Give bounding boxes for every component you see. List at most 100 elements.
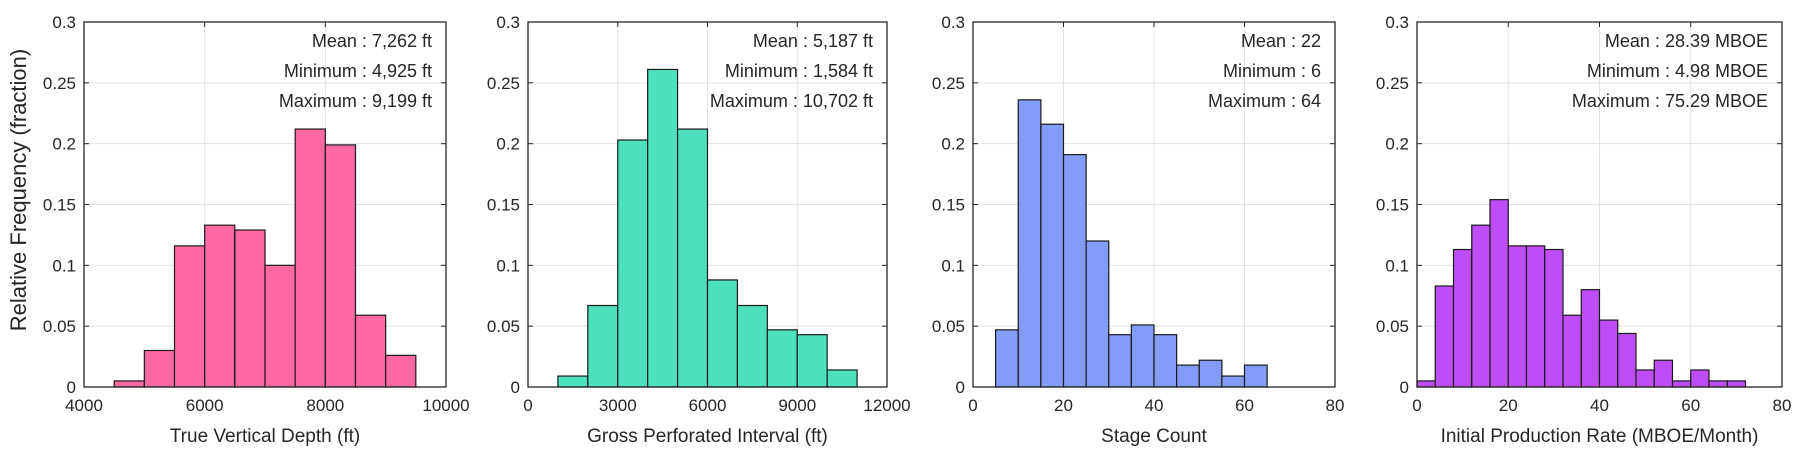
stats-value: 64 (1301, 91, 1321, 111)
stats-label: Mean : (1241, 31, 1301, 51)
y-tick-label: 0.2 (52, 135, 76, 154)
histogram-bar (1243, 364, 1268, 388)
histogram-bar (1085, 240, 1110, 388)
x-tick-label: 80 (1773, 396, 1792, 415)
stats-unit: ft (863, 91, 873, 111)
stats-unit: ft (863, 61, 873, 81)
stats-unit: ft (863, 31, 873, 51)
stats-line: Mean : 5,187 ft (753, 31, 873, 51)
stats-label: Minimum : (1223, 61, 1311, 81)
y-tick-label: 0 (1400, 378, 1409, 397)
stats-line: Minimum : 1,584 ft (725, 61, 873, 81)
stats-label: Maximum : (1208, 91, 1301, 111)
y-tick-label: 0.15 (932, 196, 965, 215)
x-tick-label: 80 (1326, 396, 1345, 415)
histogram-bar (1671, 380, 1692, 388)
x-tick-label: 10000 (422, 396, 469, 415)
stats-unit: ft (422, 31, 432, 51)
x-tick-label: 8000 (306, 396, 344, 415)
stats-unit: ft (422, 91, 432, 111)
stats-unit: ft (422, 61, 432, 81)
histogram-bar (1507, 245, 1528, 388)
stats-value: 5,187 (813, 31, 863, 51)
histogram-bar (1040, 123, 1065, 388)
stats-value: 7,262 (372, 31, 422, 51)
chart-panel-3: 0 0.05 0.1 0.15 0.2 0.25 0.3 0 20 40 60 80 Stage Cou… (932, 13, 1345, 447)
histogram-bar (1635, 369, 1655, 388)
x-tick-label: 0 (968, 396, 977, 415)
x-tick-label: 6000 (689, 396, 727, 415)
x-axis-label: True Vertical Depth (ft) (170, 426, 360, 447)
x-tick-label: 4000 (65, 396, 103, 415)
stats-label: Mean : (1605, 31, 1665, 51)
histogram-bar (1726, 380, 1747, 388)
stats-label: Mean : (753, 31, 813, 51)
histogram-bar (1153, 334, 1178, 388)
histogram-bar (557, 375, 589, 388)
chart-panel-4: 0 0.05 0.1 0.15 0.2 0.25 0.3 0 20 40 60 80 Initial P… (1376, 13, 1792, 447)
histogram-bar (1130, 324, 1155, 388)
y-tick-label: 0.05 (487, 317, 520, 336)
histogram-bar (113, 380, 145, 388)
histogram-bar (264, 264, 296, 388)
y-tick-label: 0.1 (1385, 256, 1409, 275)
histogram-bar (1580, 289, 1601, 388)
stats-line: Minimum : 4,925 ft (284, 61, 432, 81)
y-tick-label: 0.2 (1385, 135, 1409, 154)
y-tick-label: 0.1 (52, 256, 76, 275)
y-tick-label: 0.05 (43, 317, 76, 336)
stats-label: Mean : (312, 31, 372, 51)
stats-value: 9,199 (372, 91, 422, 111)
histogram-bar (1653, 359, 1674, 388)
stats-unit: MBOE (1715, 31, 1768, 51)
histogram-bar (1598, 319, 1619, 388)
y-tick-label: 0.3 (941, 13, 965, 32)
histogram-bar (143, 349, 176, 388)
stats-line: Mean : 22 (1241, 31, 1321, 51)
stats-line: Maximum : 75.29 MBOE (1572, 91, 1768, 111)
y-tick-label: 0.05 (932, 317, 965, 336)
y-tick-label: 0.25 (487, 74, 520, 93)
x-axis-label: Stage Count (1101, 426, 1207, 447)
y-tick-label: 0.15 (43, 196, 76, 215)
y-tick-label: 0.2 (941, 135, 965, 154)
x-tick-label: 20 (1499, 396, 1518, 415)
x-tick-label: 0 (523, 396, 532, 415)
figure-y-axis-label: Relative Frequency (fraction) (6, 49, 31, 331)
y-tick-label: 0 (956, 378, 965, 397)
histogram-bar (1198, 359, 1223, 388)
histogram-bar (1108, 334, 1132, 388)
stats-label: Maximum : (279, 91, 372, 111)
stats-value: 10,702 (803, 91, 863, 111)
histogram-bar (1452, 248, 1473, 388)
histogram-bar (385, 354, 417, 388)
stats-line: Maximum : 9,199 ft (279, 91, 432, 111)
histogram-bar (1471, 224, 1491, 388)
x-axis-label: Initial Production Rate (MBOE/Month) (1441, 426, 1759, 447)
histogram-bar (587, 304, 619, 388)
histogram-bar (1562, 314, 1582, 388)
y-tick-label: 0 (511, 378, 520, 397)
x-tick-label: 60 (1235, 396, 1254, 415)
histogram-bar (1690, 369, 1710, 388)
y-tick-label: 0.25 (1376, 74, 1409, 93)
histogram-bar (1176, 364, 1200, 388)
stats-value: 75.29 (1665, 91, 1715, 111)
stats-unit: MBOE (1715, 91, 1768, 111)
histogram-bar (676, 128, 709, 388)
histogram-bar (995, 329, 1019, 388)
histogram-bar (1544, 248, 1564, 388)
x-tick-label: 0 (1412, 396, 1421, 415)
x-axis-label: Gross Perforated Interval (ft) (587, 426, 828, 447)
histogram-bar (1617, 332, 1637, 388)
histogram-bar (766, 329, 798, 388)
histogram-bar (617, 139, 649, 388)
histogram-bar (354, 314, 387, 388)
stats-line: Minimum : 6 (1223, 61, 1321, 81)
histogram-bar (294, 128, 326, 388)
stats-unit: MBOE (1715, 61, 1768, 81)
histogram-bar (204, 224, 236, 388)
histogram-bar (706, 279, 739, 388)
stats-label: Maximum : (1572, 91, 1665, 111)
